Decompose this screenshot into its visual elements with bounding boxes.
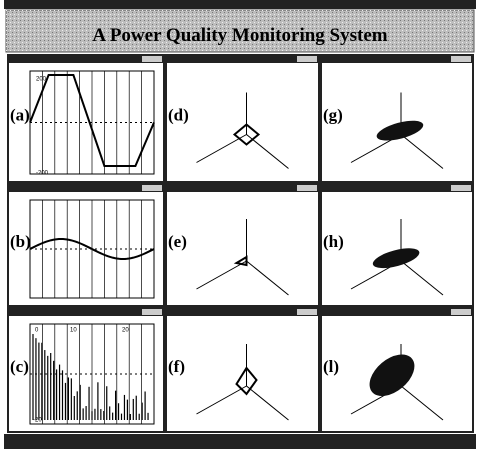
trajectory-cloud xyxy=(369,354,415,397)
waveform xyxy=(29,74,155,167)
menu-bar xyxy=(4,0,476,9)
axis-y xyxy=(246,260,289,296)
panel-titlebar xyxy=(321,308,473,316)
panel-titlebar xyxy=(166,184,319,192)
axis-x xyxy=(196,260,247,290)
trajectory xyxy=(233,255,248,267)
panel-buttons[interactable] xyxy=(451,309,471,315)
panel-label: (f) xyxy=(168,357,185,376)
panel-buttons[interactable] xyxy=(297,56,317,62)
panel-buttons[interactable] xyxy=(142,185,162,191)
panel-label: (e) xyxy=(168,232,187,251)
panel-titlebar xyxy=(166,308,319,316)
panel-buttons[interactable] xyxy=(297,185,317,191)
trajectory-cloud xyxy=(376,120,424,141)
panel-label: (a) xyxy=(10,105,30,124)
panel-buttons[interactable] xyxy=(451,185,471,191)
panel-label: (l) xyxy=(323,357,339,376)
trajectory xyxy=(235,366,258,396)
panel-label: (g) xyxy=(323,105,343,124)
axis-y xyxy=(246,134,289,169)
axis-tick-label: 200 xyxy=(36,77,47,83)
panel-titlebar xyxy=(8,55,164,63)
panel-frame xyxy=(320,183,474,307)
panel-frame xyxy=(165,183,320,307)
panel-titlebar xyxy=(8,184,164,192)
panel-frame xyxy=(320,54,474,183)
axis-tick-label: -200 xyxy=(36,171,49,177)
panel-titlebar xyxy=(321,184,473,192)
axis-x xyxy=(196,134,247,163)
axis-y xyxy=(246,385,289,421)
trajectory xyxy=(232,123,261,146)
waveform xyxy=(29,237,155,261)
panel-titlebar xyxy=(8,308,164,316)
axis-tick-label: 0 xyxy=(35,328,39,334)
panel-titlebar xyxy=(321,55,473,63)
axis-y xyxy=(400,260,444,296)
panel-titlebar xyxy=(166,55,319,63)
axis-tick-label: -20 xyxy=(33,418,42,424)
panel-label: (c) xyxy=(10,357,29,376)
axis-tick-label: 20 xyxy=(122,328,129,334)
app-title: A Power Quality Monitoring System xyxy=(92,25,387,46)
panel-frame xyxy=(165,54,320,183)
panel-buttons[interactable] xyxy=(297,309,317,315)
panel-buttons[interactable] xyxy=(142,309,162,315)
panel-grid: 200 -200 (a) (b) 0 10 20 -20 (c) (d) (e) (f) (g) (h) (… xyxy=(7,54,474,433)
axis-x xyxy=(196,385,247,415)
panel-frame xyxy=(165,307,320,433)
banner-texture xyxy=(6,10,474,52)
panel-buttons[interactable] xyxy=(142,56,162,62)
axis-tick-label: 10 xyxy=(70,328,77,334)
trajectory-cloud xyxy=(372,248,420,269)
axis-y xyxy=(400,134,444,169)
panel-label: (b) xyxy=(10,232,31,251)
panel-label: (d) xyxy=(168,105,189,124)
axis-y xyxy=(400,385,444,421)
taskbar[interactable] xyxy=(4,434,476,449)
panel-label: (h) xyxy=(323,232,344,251)
panel-buttons[interactable] xyxy=(451,56,471,62)
